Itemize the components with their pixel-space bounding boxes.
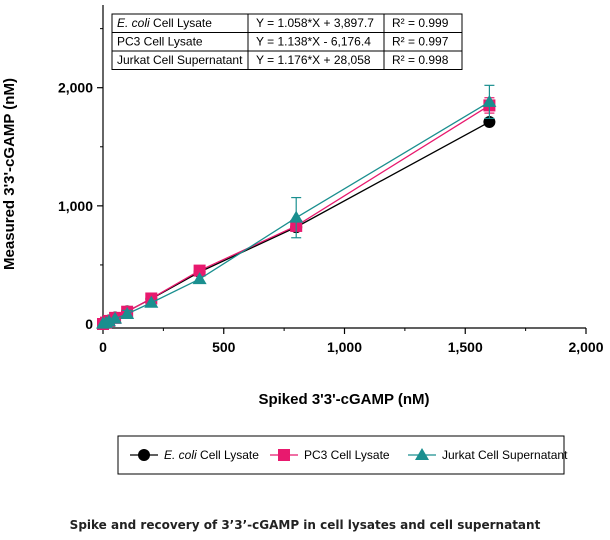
data-point bbox=[289, 210, 304, 223]
equation-sample-name: Jurkat Cell Supernatant bbox=[117, 53, 243, 67]
x-tick-label: 1,500 bbox=[448, 339, 483, 355]
series-3 bbox=[96, 84, 497, 329]
equation-table: E. coli Cell Lysate Y = 1.058*X + 3,897.7… bbox=[111, 13, 463, 70]
legend-label: E. coli Cell Lysate bbox=[164, 448, 259, 462]
data-point bbox=[192, 272, 207, 285]
y-tick-label: 2,000 bbox=[58, 80, 93, 96]
data-point bbox=[120, 306, 135, 319]
x-axis-title: Spiked 3'3'-cGAMP (nM) bbox=[258, 391, 429, 408]
data-point bbox=[108, 311, 123, 324]
equation-formula: Y = 1.138*X - 6,176.4 bbox=[256, 35, 371, 49]
data-point bbox=[482, 94, 497, 107]
legend-label: PC3 Cell Lysate bbox=[304, 448, 390, 462]
equation-r-squared: R² = 0.998 bbox=[392, 53, 449, 67]
equation-r-squared: R² = 0.999 bbox=[392, 16, 449, 30]
equation-formula: Y = 1.176*X + 28,058 bbox=[256, 53, 371, 67]
data-point bbox=[144, 295, 159, 308]
equation-r-squared: R² = 0.997 bbox=[392, 35, 449, 49]
plot-area bbox=[96, 84, 497, 330]
x-tick-label: 0 bbox=[99, 339, 107, 355]
equation-sample-name: PC3 Cell Lysate bbox=[117, 35, 203, 49]
equation-formula: Y = 1.058*X + 3,897.7 bbox=[256, 16, 374, 30]
legend-marker bbox=[278, 449, 290, 461]
y-tick-label: 1,000 bbox=[58, 198, 93, 214]
legend-marker bbox=[415, 448, 429, 460]
legend-marker bbox=[138, 449, 150, 461]
y-tick-label: 0 bbox=[85, 316, 93, 332]
legend-box bbox=[117, 435, 565, 475]
legend-item-2: PC3 Cell Lysate bbox=[270, 448, 390, 462]
data-point bbox=[193, 264, 206, 277]
y-axis-title: Measured 3'3'-cGAMP (nM) bbox=[1, 78, 18, 270]
legend-label: Jurkat Cell Supernatant bbox=[442, 448, 568, 462]
figure-caption: Spike and recovery of 3’3’-cGAMP in cell… bbox=[69, 518, 541, 532]
equation-sample-name: E. coli Cell Lysate bbox=[117, 16, 212, 30]
equation-table-border bbox=[111, 13, 463, 70]
x-tick-label: 2,000 bbox=[568, 339, 603, 355]
legend-item-1: E. coli Cell Lysate bbox=[130, 448, 259, 462]
chart: 0 500 1,000 1,500 2,000 0 1,000 2,000 E. coli C… bbox=[1, 5, 604, 475]
legend: E. coli Cell Lysate PC3 Cell Lysate Jurkat… bbox=[117, 435, 568, 475]
axes: 0 500 1,000 1,500 2,000 0 1,000 2,000 bbox=[58, 5, 604, 355]
legend-item-3: Jurkat Cell Supernatant bbox=[408, 448, 568, 462]
x-tick-label: 1,000 bbox=[327, 339, 362, 355]
x-tick-label: 500 bbox=[212, 339, 236, 355]
